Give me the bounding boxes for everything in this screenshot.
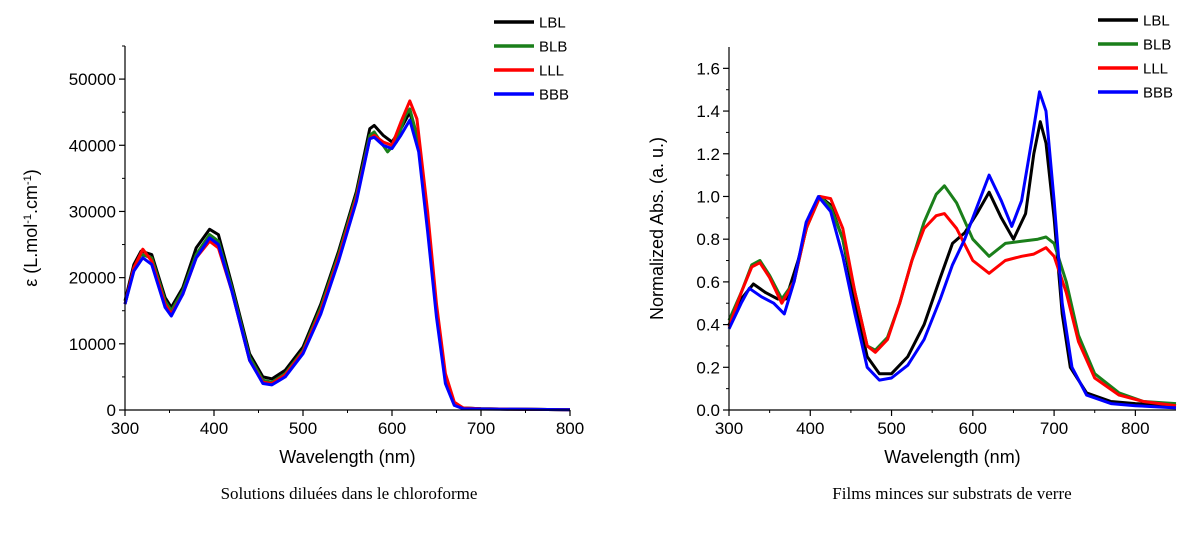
- caption-left: Solutions diluées dans le chloroforme: [220, 484, 478, 503]
- y-tick-label: 20000: [69, 269, 116, 288]
- y-tick-label: 1.2: [696, 145, 720, 164]
- legend-label-bbb: BBB: [1143, 85, 1173, 102]
- x-tick-label: 500: [289, 419, 317, 438]
- legend-label-lll: LLL: [1143, 61, 1168, 78]
- y-tick-label: 0.8: [696, 230, 720, 249]
- x-tick-label: 300: [111, 419, 139, 438]
- y-tick-label: 1.4: [696, 102, 720, 121]
- y-tick-label: 40000: [69, 136, 116, 155]
- y-tick-label: 0.0: [696, 401, 720, 420]
- series-line-bbb: [727, 90, 1177, 410]
- x-axis-label: Wavelength (nm): [884, 447, 1020, 467]
- y-tick-label: 10000: [69, 335, 116, 354]
- legend-label-lbl: LBL: [539, 15, 566, 32]
- x-tick-label: 300: [715, 419, 743, 438]
- x-tick-label: 400: [796, 419, 824, 438]
- y-tick-label: 0.2: [696, 358, 720, 377]
- legend-label-lll: LLL: [539, 63, 564, 80]
- y-tick-label: 0: [107, 401, 116, 420]
- y-axis-label: ε (L.mol-1.cm-1): [21, 169, 41, 287]
- x-tick-label: 700: [467, 419, 495, 438]
- x-axis-label: Wavelength (nm): [279, 447, 415, 467]
- x-tick-label: 600: [378, 419, 406, 438]
- series-line-lbl: [123, 110, 571, 412]
- x-tick-label: 400: [200, 419, 228, 438]
- y-tick-label: 0.4: [696, 316, 720, 335]
- legend-label-blb: BLB: [1143, 37, 1171, 54]
- y-tick-label: 1.0: [696, 187, 720, 206]
- x-tick-label: 700: [1040, 419, 1068, 438]
- series-line-bbb: [123, 118, 571, 412]
- legend-label-blb: BLB: [539, 39, 567, 56]
- legend-label-bbb: BBB: [539, 87, 569, 104]
- y-axis-label: Normalized Abs. (a. u.): [647, 137, 667, 320]
- caption-right: Films minces sur substrats de verre: [832, 484, 1072, 503]
- y-tick-label: 30000: [69, 202, 116, 221]
- x-tick-label: 500: [877, 419, 905, 438]
- molar-absorptivity-chart: 300 400 500 600 700 800 0 10000 20000 30000 40000 5…: [21, 15, 584, 468]
- legend-label-lbl: LBL: [1143, 13, 1170, 30]
- x-tick-label: 600: [959, 419, 987, 438]
- x-tick-label: 800: [556, 419, 584, 438]
- series-line-blb: [727, 184, 1177, 406]
- normalized-absorbance-chart: 300 400 500 600 700 800 0.0 0.2 0.4 0.6 0.8 1.0 1.2 1…: [647, 13, 1177, 467]
- series-line-lll: [123, 99, 571, 412]
- y-tick-label: 0.6: [696, 273, 720, 292]
- series-line-lll: [727, 195, 1177, 408]
- x-tick-label: 800: [1121, 419, 1149, 438]
- y-tick-label: 50000: [69, 70, 116, 89]
- y-tick-label: 1.6: [696, 59, 720, 78]
